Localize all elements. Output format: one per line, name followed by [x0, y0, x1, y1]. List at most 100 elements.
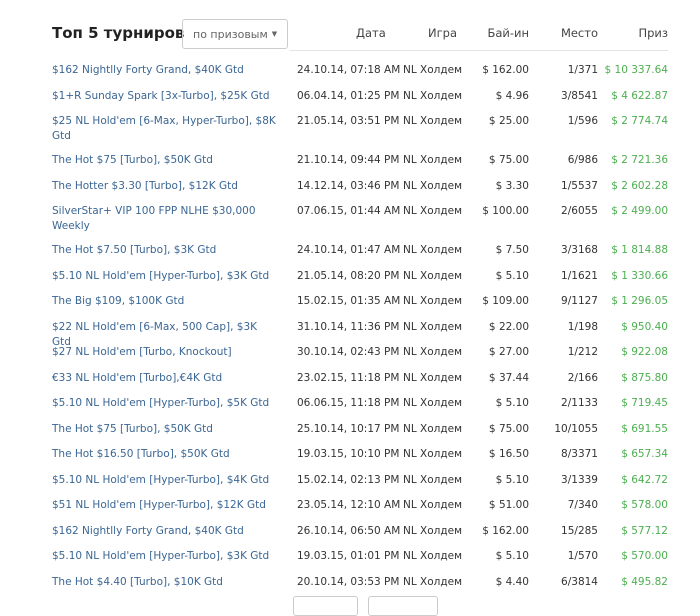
- place-cell: 1/371: [567, 64, 598, 76]
- buyin-cell: $ 5.10: [495, 473, 529, 486]
- game-cell: NL Холдем: [403, 550, 463, 562]
- buyin-cell: $ 7.50: [495, 244, 529, 256]
- tournament-name-link[interactable]: SilverStar+ VIP 100 FPP NLHE $30,000 Wee…: [52, 205, 256, 232]
- table-row: $27 NL Hold'em [Turbo, Knockout] 30.10.14…: [0, 340, 700, 366]
- game-cell: NL Холдем: [403, 89, 463, 102]
- buyin-cell: $ 162.00: [482, 524, 529, 537]
- game-cell: NL Холдем: [403, 320, 463, 333]
- buyin-cell: $ 5.10: [495, 550, 529, 562]
- place-cell: 6/3814: [561, 575, 598, 588]
- tournament-name-link[interactable]: The Big $109, $100K Gtd: [52, 295, 185, 307]
- buyin-cell: $ 5.10: [495, 397, 529, 409]
- prize-cell: $ 4 622.87: [611, 89, 668, 102]
- column-header-buyin: Бай-ин: [487, 26, 529, 40]
- prize-cell: $ 2 721.36: [611, 154, 668, 166]
- date-cell: 15.02.14, 02:13 PM: [297, 473, 400, 486]
- pagination-button-prev[interactable]: [293, 596, 358, 616]
- pagination-button-next[interactable]: [368, 596, 438, 616]
- tournament-name-link[interactable]: The Hot $75 [Turbo], $50K Gtd: [52, 422, 213, 435]
- date-cell: 19.03.15, 10:10 PM: [297, 448, 400, 460]
- prize-cell: $ 2 499.00: [611, 205, 668, 217]
- buyin-cell: $ 4.40: [495, 575, 529, 588]
- table-row: $162 Nightlly Forty Grand, $40K Gtd 26.10…: [0, 519, 700, 545]
- date-cell: 26.10.14, 06:50 AM: [297, 524, 401, 537]
- tournament-name-link[interactable]: $51 NL Hold'em [Hyper-Turbo], $12K Gtd: [52, 499, 266, 511]
- tournament-name-link[interactable]: $162 Nightlly Forty Grand, $40K Gtd: [52, 524, 244, 537]
- date-cell: 23.02.15, 11:18 PM: [297, 371, 400, 384]
- table-row: The Hot $4.40 [Turbo], $10K Gtd 20.10.14,…: [0, 570, 700, 596]
- buyin-cell: $ 27.00: [488, 346, 529, 358]
- tournament-name-link[interactable]: €33 NL Hold'em [Turbo],€4K Gtd: [52, 371, 223, 384]
- game-cell: NL Холдем: [403, 397, 463, 409]
- tournament-name-link[interactable]: $5.10 NL Hold'em [Hyper-Turbo], $3K Gtd: [52, 550, 270, 562]
- tournament-name-link[interactable]: $1+R Sunday Spark [3x-Turbo], $25K Gtd: [52, 89, 270, 102]
- place-cell: 3/8541: [561, 89, 598, 102]
- table-row: $162 Nightlly Forty Grand, $40K Gtd 24.10…: [0, 58, 700, 84]
- page-title: Топ 5 турниров: [52, 24, 185, 42]
- date-cell: 07.06.15, 01:44 AM: [297, 205, 401, 217]
- table-row: SilverStar+ VIP 100 FPP NLHE $30,000 Wee…: [0, 199, 700, 238]
- table-row: $5.10 NL Hold'em [Hyper-Turbo], $4K Gtd 1…: [0, 468, 700, 494]
- tournament-name-link[interactable]: $22 NL Hold'em [6-Max, 500 Cap], $3K Gtd: [52, 320, 258, 348]
- tournament-name-link[interactable]: $5.10 NL Hold'em [Hyper-Turbo], $3K Gtd: [52, 269, 270, 282]
- game-cell: NL Холдем: [403, 524, 463, 537]
- caret-down-icon: ▼: [271, 30, 278, 38]
- tournament-name-link[interactable]: $27 NL Hold'em [Turbo, Knockout]: [52, 346, 232, 358]
- tournament-name-link[interactable]: $5.10 NL Hold'em [Hyper-Turbo], $5K Gtd: [52, 397, 270, 409]
- sort-dropdown[interactable]: по призовым ▼: [182, 19, 288, 49]
- game-cell: NL Холдем: [403, 575, 463, 588]
- place-cell: 1/5537: [561, 179, 598, 192]
- tournament-name-link[interactable]: The Hotter $3.30 [Turbo], $12K Gtd: [52, 179, 238, 192]
- place-cell: 1/198: [567, 320, 598, 333]
- tournament-name-link[interactable]: The Hot $16.50 [Turbo], $50K Gtd: [52, 448, 230, 460]
- prize-cell: $ 1 814.88: [611, 244, 668, 256]
- game-cell: NL Холдем: [403, 205, 463, 217]
- tournament-name-link[interactable]: $162 Nightlly Forty Grand, $40K Gtd: [52, 64, 244, 76]
- date-cell: 15.02.15, 01:35 AM: [297, 295, 401, 307]
- game-cell: NL Холдем: [403, 244, 463, 256]
- place-cell: 6/986: [567, 154, 598, 166]
- tournament-name-link[interactable]: The Hot $75 [Turbo], $50K Gtd: [52, 154, 213, 166]
- column-header-game: Игра: [428, 26, 457, 40]
- buyin-cell: $ 5.10: [495, 269, 529, 282]
- table-row: $5.10 NL Hold'em [Hyper-Turbo], $3K Gtd 2…: [0, 264, 700, 290]
- table-row: $51 NL Hold'em [Hyper-Turbo], $12K Gtd 23…: [0, 493, 700, 519]
- prize-cell: $ 577.12: [621, 524, 668, 537]
- place-cell: 2/1133: [561, 397, 598, 409]
- prize-cell: $ 642.72: [621, 473, 668, 486]
- date-cell: 06.06.15, 11:18 PM: [297, 397, 400, 409]
- prize-cell: $ 10 337.64: [604, 64, 668, 76]
- date-cell: 21.05.14, 08:20 PM: [297, 269, 400, 282]
- buyin-cell: $ 75.00: [488, 422, 529, 435]
- place-cell: 1/212: [567, 346, 598, 358]
- place-cell: 8/3371: [561, 448, 598, 460]
- tournament-name-link[interactable]: The Hot $4.40 [Turbo], $10K Gtd: [52, 575, 223, 588]
- tournament-name-link[interactable]: $5.10 NL Hold'em [Hyper-Turbo], $4K Gtd: [52, 473, 270, 486]
- prize-cell: $ 719.45: [621, 397, 668, 409]
- game-cell: NL Холдем: [403, 371, 463, 384]
- prize-cell: $ 1 296.05: [611, 295, 668, 307]
- prize-cell: $ 578.00: [621, 499, 668, 511]
- buyin-cell: $ 16.50: [488, 448, 529, 460]
- buyin-cell: $ 162.00: [482, 64, 529, 76]
- table-row: $5.10 NL Hold'em [Hyper-Turbo], $3K Gtd 1…: [0, 544, 700, 570]
- buyin-cell: $ 3.30: [495, 179, 529, 192]
- table-row: $1+R Sunday Spark [3x-Turbo], $25K Gtd 06…: [0, 84, 700, 110]
- table-row: The Hotter $3.30 [Turbo], $12K Gtd 14.12.…: [0, 174, 700, 200]
- column-header-prize: Приз: [638, 26, 668, 40]
- date-cell: 06.04.14, 01:25 PM: [297, 89, 400, 102]
- prize-cell: $ 922.08: [621, 346, 668, 358]
- date-cell: 24.10.14, 07:18 AM: [297, 64, 401, 76]
- place-cell: 3/1339: [561, 473, 598, 486]
- place-cell: 3/3168: [561, 244, 598, 256]
- game-cell: NL Холдем: [403, 64, 463, 76]
- tournament-name-link[interactable]: The Hot $7.50 [Turbo], $3K Gtd: [52, 244, 217, 256]
- tournament-name-link[interactable]: $25 NL Hold'em [6-Max, Hyper-Turbo], $8K…: [52, 115, 276, 142]
- prize-cell: $ 875.80: [621, 371, 668, 384]
- tournament-table: $162 Nightlly Forty Grand, $40K Gtd 24.10…: [0, 58, 700, 595]
- date-cell: 31.10.14, 11:36 PM: [297, 320, 400, 333]
- table-row: €33 NL Hold'em [Turbo],€4K Gtd 23.02.15, …: [0, 366, 700, 392]
- table-row: The Hot $7.50 [Turbo], $3K Gtd 24.10.14, …: [0, 238, 700, 264]
- game-cell: NL Холдем: [403, 295, 463, 307]
- table-row: $22 NL Hold'em [6-Max, 500 Cap], $3K Gtd…: [0, 315, 700, 348]
